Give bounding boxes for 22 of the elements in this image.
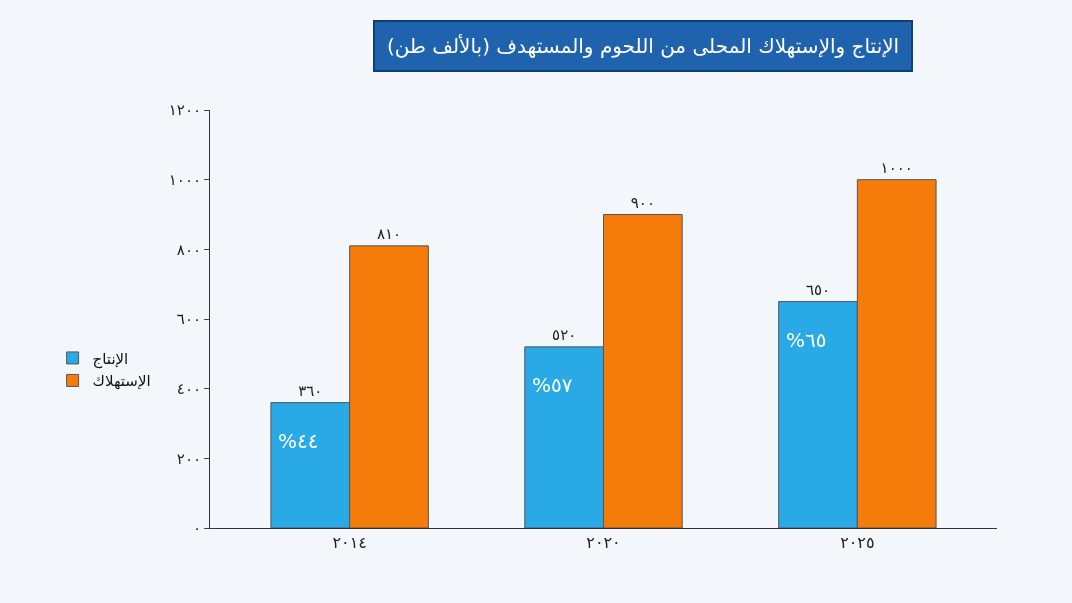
data-label: ٩٠٠ bbox=[630, 193, 655, 212]
data-label: ٨١٠ bbox=[376, 224, 402, 243]
y-tick-label: ١٠٠٠ bbox=[168, 170, 201, 189]
data-label: ٥٢٠ bbox=[552, 325, 577, 344]
legend-label: الإنتاج bbox=[92, 349, 129, 369]
y-tick-label: ٢٠٠ bbox=[176, 449, 201, 468]
chart-title: الإنتاج والإستهلاك المحلى من اللحوم والمستهدف (بالألف طن) bbox=[387, 34, 900, 58]
data-label: ٣٦٠ bbox=[298, 381, 323, 400]
data-label: ١٠٠٠ bbox=[880, 158, 913, 177]
annotation: %٦٥ bbox=[786, 328, 827, 352]
x-tick-label: ٢٠٢٠ bbox=[586, 533, 621, 553]
x-tick-label: ٢٠١٤ bbox=[332, 533, 367, 553]
y-tick-label: ٦٠٠ bbox=[176, 310, 201, 329]
data-label: ٦٥٠ bbox=[805, 280, 831, 299]
y-tick-label: ٠ bbox=[192, 519, 201, 538]
x-tick-label: ٢٠٢٥ bbox=[840, 533, 875, 553]
y-tick-label: ٤٠٠ bbox=[176, 379, 201, 398]
y-tick-label: ٨٠٠ bbox=[176, 240, 201, 259]
annotation: %٤٤ bbox=[278, 429, 319, 453]
annotation: %٥٧ bbox=[532, 373, 573, 397]
legend-label: الإستهلاك bbox=[92, 372, 151, 391]
y-tick-label: ١٢٠٠ bbox=[168, 101, 201, 120]
